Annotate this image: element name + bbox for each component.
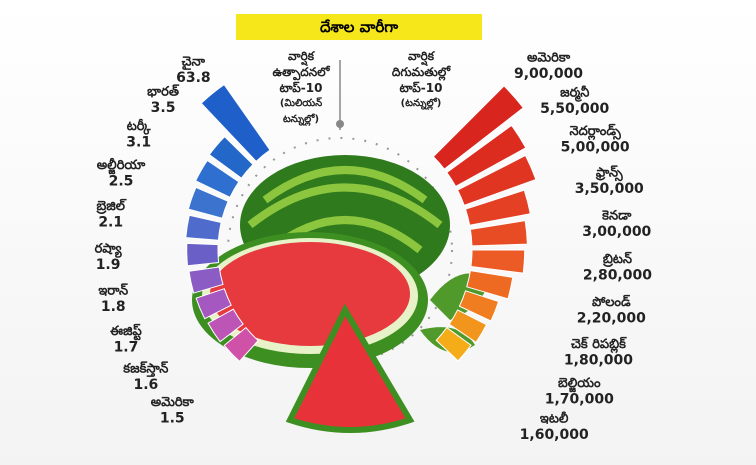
melon-slice [285,303,415,433]
bar [200,83,271,163]
hub-ring [227,137,453,363]
value-label: 3,00,000 [582,224,651,240]
bar [464,189,531,226]
bar [448,309,488,344]
value-label: 2.5 [109,173,134,189]
category-label: బ్రెజిల్ [96,198,127,214]
bar [207,308,244,343]
category-label: అమెరికా [151,395,195,410]
value-label: 1.6 [133,377,158,393]
value-label: 63.8 [176,70,211,86]
category-label: చైనా [182,55,206,71]
value-label: 1.9 [96,257,121,273]
chart-title: వార్షిక ఉత్పాదనలో టాప్-10 [272,49,330,95]
left-chart-title: వార్షిక ఉత్పాదనలో టాప్-10 (మిలియన్ టన్నుల… [262,48,340,128]
value-label: 1,60,000 [520,427,589,443]
category-label: ఇరాన్ [98,283,128,299]
bar [469,220,528,247]
value-label: 3,50,000 [575,181,644,197]
category-label: అల్జీరియా [97,157,146,175]
category-label: చెక్ రిపబ్లిక్ [571,336,627,354]
chart-subtitle: (టన్నుల్లో) [400,98,442,109]
bar [186,242,220,267]
category-label: కెనడా [601,208,632,223]
category-label: కజక్‌స్తాన్ [122,361,168,378]
bar [188,266,224,294]
bar [432,85,525,170]
bar [185,214,222,241]
value-label: 2,80,000 [583,267,652,283]
bar [194,159,240,198]
category-label: బెల్జియం [558,376,601,393]
bar [195,288,232,320]
category-label: అమెరికా [527,51,571,66]
chart-subtitle: (మిలియన్ టన్నుల్లో) [279,98,323,125]
bar [187,186,229,219]
value-label: 1.8 [101,299,126,315]
bar [458,290,500,322]
value-label: 3.1 [126,135,151,151]
category-label: ఫ్రాన్స్ [595,164,623,181]
category-label: ఇటలీ [540,411,569,427]
category-label: భారత్ [147,83,180,99]
value-label: 5,50,000 [540,101,609,117]
melon-flesh [210,242,410,346]
bar [456,154,537,206]
category-label: పోలండ్ [592,294,631,310]
bar [470,249,526,274]
category-label: బ్రిటన్ [603,251,632,267]
value-label: 2.1 [98,215,123,231]
value-label: 9,00,000 [514,66,583,82]
category-label: నెదర్లాండ్స్ [569,123,621,141]
bar [208,135,254,179]
header: దేశాల వారీగా [236,14,482,40]
bar [446,124,527,188]
value-label: 1.5 [160,410,185,426]
category-label: జర్మనీ [560,85,589,103]
bar [223,326,259,363]
value-label: 1,80,000 [564,352,633,368]
value-label: 3.5 [151,100,176,116]
bar [466,270,514,300]
category-label: రష్యా [95,241,123,258]
value-label: 2,20,000 [577,311,646,327]
divider-dot [336,120,344,128]
category-label: టర్కీ [127,118,152,135]
category-label: ఈజిప్ట్ [110,323,142,341]
chart-title: వార్షిక దిగుమతుల్లో టాప్-10 [391,49,451,95]
value-label: 1,70,000 [545,392,614,408]
right-chart-title: వార్షిక దిగుమతుల్లో టాప్-10 (టన్నుల్లో) [378,48,464,112]
value-label: 1.7 [114,340,139,356]
bar [435,326,472,362]
value-label: 5,00,000 [561,140,630,156]
